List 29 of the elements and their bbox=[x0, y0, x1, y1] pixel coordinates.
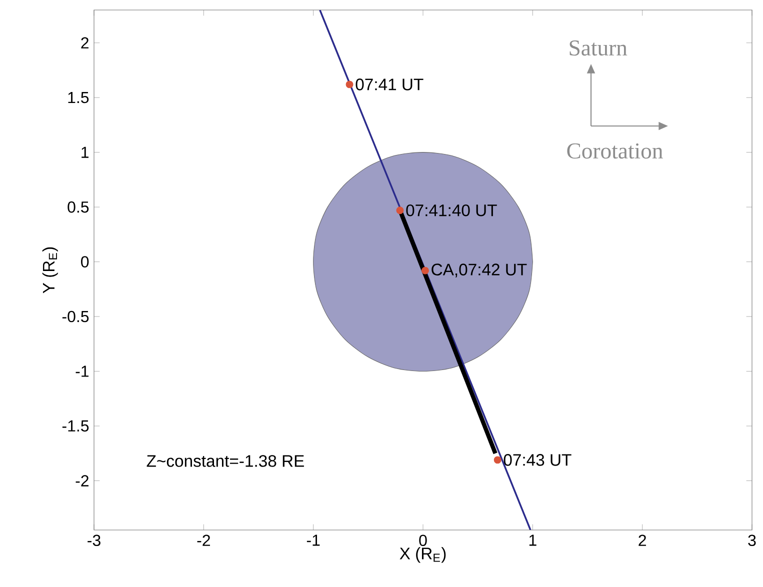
x-tick-label: 3 bbox=[748, 534, 756, 546]
y-tick-label: 0 bbox=[81, 256, 89, 268]
x-tick-label: -3 bbox=[88, 534, 100, 546]
x-axis-title: X (R$_{E}$) bbox=[400, 547, 446, 563]
annotation: 07:41 UT bbox=[356, 78, 424, 90]
annotation: CA,07:42 UT bbox=[432, 264, 527, 278]
x-tick-label: -2 bbox=[197, 534, 210, 546]
annotation: 07:43 UT bbox=[504, 454, 572, 466]
y-axis-title: Y (R$_{E}$) bbox=[42, 247, 58, 294]
annotation: 07:41:40 UT bbox=[406, 204, 497, 216]
x-tick-label: 0 bbox=[419, 534, 427, 546]
annotation: Corotation bbox=[567, 143, 663, 159]
y-tick-label: -0.5 bbox=[62, 310, 89, 322]
point bbox=[346, 80, 354, 88]
y-tick-label: 1 bbox=[82, 146, 89, 158]
y-tick-label: -2 bbox=[76, 475, 88, 486]
y-tick-label: 1.5 bbox=[68, 92, 89, 104]
point bbox=[396, 206, 404, 214]
annotation: Z~constant=-1.38 RE bbox=[146, 455, 304, 467]
x-tick-label: 2 bbox=[638, 534, 646, 546]
x-tick-label: -1 bbox=[306, 534, 320, 546]
point bbox=[494, 456, 502, 464]
y-tick-label: 2 bbox=[81, 37, 88, 48]
annotation: Saturn bbox=[570, 40, 628, 56]
x-tick-label: 1 bbox=[529, 534, 536, 546]
y-tick-label: 0.5 bbox=[68, 201, 89, 213]
y-tick-label: -1 bbox=[76, 366, 89, 377]
point bbox=[421, 266, 429, 274]
y-tick-label: -1.5 bbox=[62, 420, 89, 432]
